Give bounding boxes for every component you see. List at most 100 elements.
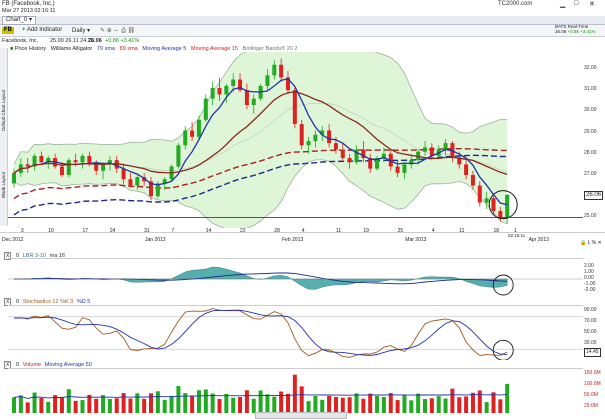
volume-bar[interactable]	[53, 395, 58, 413]
candle-body[interactable]	[470, 174, 475, 186]
legend-item-ma15[interactable]: Moving Average 15	[191, 46, 238, 52]
candle-body[interactable]	[306, 141, 311, 146]
volume-bar[interactable]	[169, 395, 174, 413]
volume-bar[interactable]	[470, 392, 475, 413]
volume-bar[interactable]	[101, 395, 106, 413]
volume-bar[interactable]	[196, 390, 201, 413]
candle-body[interactable]	[25, 164, 30, 167]
symbol-badge[interactable]: FB	[2, 27, 14, 34]
cross-icon[interactable]: ✕	[597, 240, 602, 246]
lbr-ma-label[interactable]: ma 16	[49, 253, 65, 259]
candle-body[interactable]	[286, 77, 290, 91]
stoch-chart[interactable]	[8, 305, 583, 360]
candle-body[interactable]	[272, 64, 277, 76]
candle-body[interactable]	[128, 179, 133, 186]
minimize-icon[interactable]: ▁	[560, 1, 566, 8]
candle-body[interactable]	[231, 79, 236, 86]
candle-body[interactable]	[327, 130, 332, 144]
candle-body[interactable]	[361, 149, 366, 159]
fit-icon[interactable]: ⇔	[113, 28, 120, 34]
volume-bar[interactable]	[388, 393, 393, 413]
volume-bar[interactable]	[361, 398, 366, 413]
realtime-box[interactable]: BATS Real-Time 26.06 +0.86 +3.41%	[555, 24, 603, 35]
volume-bar[interactable]	[114, 398, 119, 413]
volume-bar[interactable]	[94, 398, 99, 413]
candle-body[interactable]	[66, 160, 71, 175]
volume-bar[interactable]	[39, 397, 44, 413]
candle-body[interactable]	[210, 88, 215, 99]
maximize-icon[interactable]: □	[574, 0, 579, 7]
candle-body[interactable]	[423, 147, 427, 152]
stoch-close-icon[interactable]: X	[4, 298, 12, 306]
volume-bar[interactable]	[279, 391, 284, 413]
candle-body[interactable]	[320, 130, 325, 135]
volume-bar[interactable]	[12, 397, 16, 413]
volume-bar[interactable]	[292, 374, 297, 413]
volume-bar[interactable]	[265, 394, 270, 413]
candle-body[interactable]	[347, 158, 352, 163]
candle-body[interactable]	[402, 164, 407, 173]
volume-close-icon[interactable]: X	[4, 361, 12, 369]
candle-body[interactable]	[279, 64, 284, 78]
candle-body[interactable]	[32, 155, 37, 167]
volume-bar[interactable]	[224, 393, 229, 413]
volume-bar[interactable]	[80, 400, 85, 413]
volume-bar[interactable]	[231, 397, 236, 413]
volume-ma-label[interactable]: Moving Average 50	[44, 362, 92, 368]
candle-body[interactable]	[505, 194, 510, 218]
print-icon[interactable]: ⎙	[121, 28, 126, 34]
volume-bar[interactable]	[402, 394, 407, 413]
legend-item-alligator[interactable]: Williams Alligator	[50, 46, 93, 52]
volume-bar[interactable]	[368, 393, 373, 413]
legend-item-89sma[interactable]: 89 sma	[119, 46, 138, 52]
zoom-icon[interactable]: ⊕	[106, 28, 112, 34]
volume-bar[interactable]	[238, 396, 243, 413]
candle-body[interactable]	[46, 158, 51, 163]
volume-bar[interactable]	[244, 390, 249, 413]
volume-bar[interactable]	[464, 396, 469, 413]
lock-icon[interactable]: 🔒	[580, 240, 587, 246]
candle-body[interactable]	[217, 88, 222, 95]
candle-body[interactable]	[443, 143, 448, 150]
candle-body[interactable]	[464, 164, 469, 175]
candle-body[interactable]	[381, 153, 386, 159]
candle-body[interactable]	[299, 124, 304, 146]
volume-bar[interactable]	[149, 393, 153, 413]
pencil-icon[interactable]: ✎	[100, 28, 106, 34]
volume-bar[interactable]	[354, 393, 359, 413]
candle-body[interactable]	[121, 168, 126, 180]
candle-body[interactable]	[375, 158, 380, 169]
volume-bar[interactable]	[87, 394, 92, 413]
stoch-label[interactable]: Stochastics 12 %K 3	[22, 299, 74, 305]
volume-bar[interactable]	[443, 398, 448, 413]
candle-body[interactable]	[224, 85, 229, 95]
volume-bar[interactable]	[340, 397, 345, 413]
candle-body[interactable]	[251, 98, 256, 106]
candle-body[interactable]	[429, 147, 434, 156]
candle-body[interactable]	[368, 158, 373, 169]
percent-toggle[interactable]: %	[591, 240, 597, 246]
volume-bar[interactable]	[190, 395, 195, 413]
lbr-chart[interactable]	[8, 258, 583, 296]
volume-bar[interactable]	[286, 393, 290, 413]
lbr-close-icon[interactable]: X	[4, 252, 12, 260]
add-indicator-button[interactable]: + Add Indicator	[22, 27, 62, 33]
candle-body[interactable]	[59, 166, 64, 175]
volume-bar[interactable]	[258, 390, 263, 413]
candle-body[interactable]	[142, 177, 147, 182]
volume-bar[interactable]	[25, 402, 30, 413]
candle-body[interactable]	[244, 90, 249, 106]
legend-item-bollinger[interactable]: Bollinger Bands® 20 2	[242, 46, 298, 52]
log-toggle[interactable]: L	[587, 240, 591, 246]
candle-body[interactable]	[155, 183, 160, 197]
volume-bar[interactable]	[59, 397, 64, 413]
candle-body[interactable]	[477, 185, 482, 203]
candle-body[interactable]	[292, 90, 297, 125]
candle-body[interactable]	[333, 143, 338, 150]
volume-bar[interactable]	[135, 393, 140, 413]
volume-bar[interactable]	[313, 395, 318, 413]
volume-bar[interactable]	[381, 396, 386, 413]
volume-bar[interactable]	[18, 395, 23, 413]
volume-bar[interactable]	[327, 395, 332, 413]
candle-body[interactable]	[183, 130, 188, 146]
